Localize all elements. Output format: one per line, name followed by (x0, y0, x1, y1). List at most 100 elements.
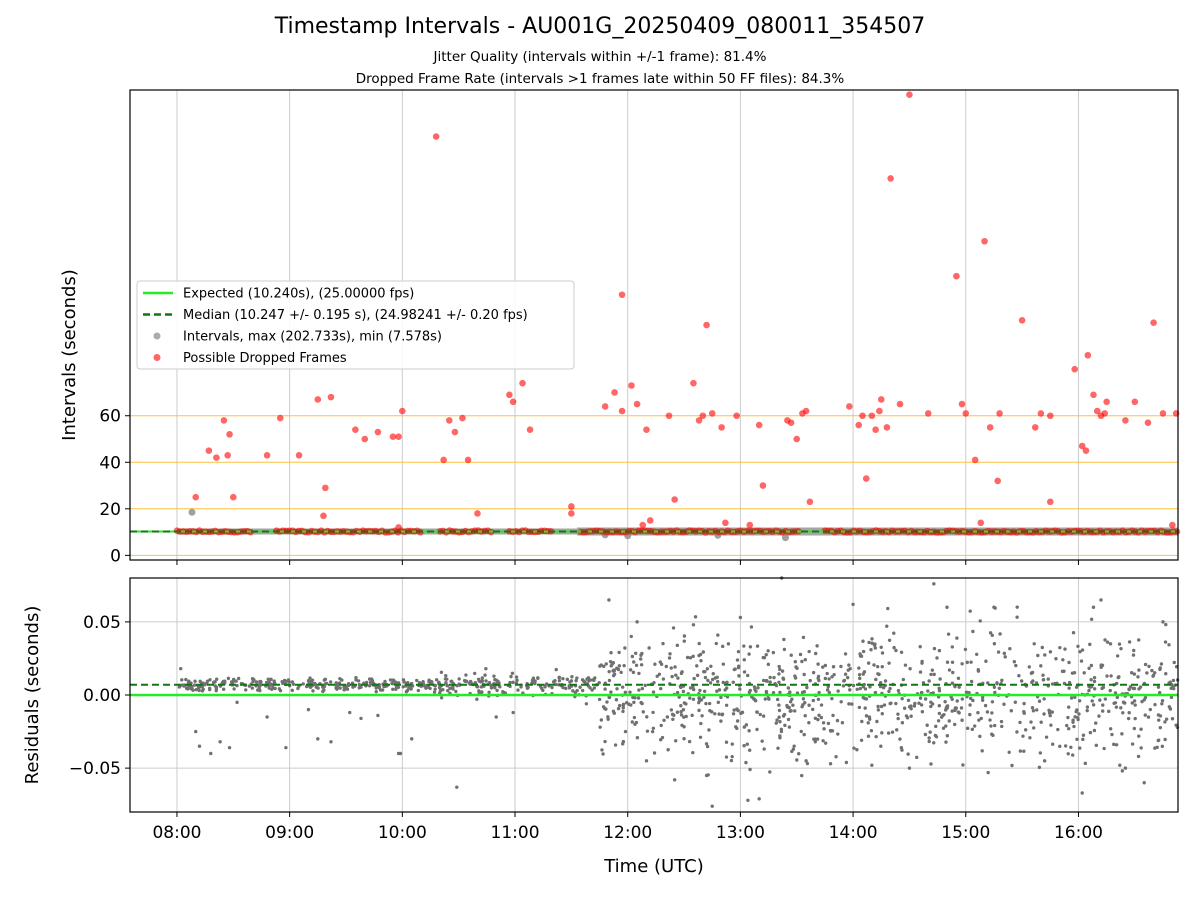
residual-point (737, 674, 741, 678)
residual-point (1000, 678, 1004, 683)
residuals-y-label: Residuals (seconds) (22, 606, 43, 785)
residual-point (514, 675, 519, 679)
residual-point (811, 707, 815, 712)
residual-point (314, 685, 319, 689)
residual-point (742, 658, 746, 662)
residual-point (915, 755, 919, 760)
residual-point (213, 680, 217, 684)
residual-point (584, 702, 589, 706)
residual-point (1112, 742, 1116, 747)
residual-point (983, 703, 988, 708)
residual-point (930, 668, 935, 672)
residual-point (667, 656, 672, 660)
residual-point (803, 658, 807, 662)
legend-dropped-swatch (153, 354, 161, 361)
intervals-y-label: Intervals (seconds) (59, 269, 80, 441)
residual-point (896, 712, 900, 716)
residual-point (1066, 715, 1070, 720)
residual-point (776, 746, 780, 750)
residual-point (807, 649, 811, 654)
residual-point (267, 686, 271, 690)
residual-point (1067, 660, 1071, 665)
residual-point (802, 732, 806, 737)
residual-point (633, 651, 638, 655)
residual-point (831, 665, 836, 669)
residual-point (698, 652, 703, 657)
residual-point (321, 689, 325, 694)
residual-point (396, 681, 401, 685)
residual-point (697, 708, 701, 713)
residual-point (693, 615, 698, 619)
dropped-frame-point (868, 412, 876, 420)
residual-point (1007, 750, 1011, 754)
residual-point (1102, 746, 1106, 751)
residual-point (1072, 724, 1076, 729)
residual-point (957, 711, 961, 715)
residual-point (902, 706, 907, 710)
residual-point (817, 713, 821, 718)
residual-point (708, 681, 713, 685)
dropped-frame-point (1037, 410, 1045, 417)
residual-point (992, 685, 997, 689)
residual-point (826, 685, 830, 689)
residual-point (1063, 744, 1068, 748)
residual-point (1087, 688, 1091, 693)
residual-point (735, 658, 740, 662)
residual-point (489, 686, 494, 690)
residual-point (635, 620, 639, 624)
residual-point (575, 676, 579, 680)
residual-point (1039, 664, 1043, 668)
residual-point (1171, 686, 1176, 691)
residual-point (671, 717, 675, 721)
residual-point (1069, 696, 1074, 700)
residual-point (1147, 664, 1151, 669)
residual-point (510, 671, 515, 675)
residual-point (691, 697, 696, 701)
intervals-y-tick-label: 20 (99, 500, 121, 520)
residual-point (889, 701, 893, 705)
residual-point (565, 677, 570, 682)
residual-point (607, 678, 612, 683)
residual-point (1088, 730, 1093, 735)
residual-point (825, 671, 829, 676)
residual-point (1028, 736, 1032, 740)
dropped-frame-point (646, 517, 654, 524)
residual-point (301, 682, 305, 686)
residual-point (680, 670, 684, 674)
residual-point (828, 728, 833, 733)
residual-point (1114, 743, 1119, 747)
residual-point (762, 747, 766, 751)
residual-point (937, 648, 942, 653)
interval-point (188, 508, 196, 516)
residual-point (1092, 728, 1097, 733)
residual-point (980, 695, 985, 700)
dropped-frame-point (322, 484, 329, 492)
residual-point (487, 690, 491, 695)
residual-point (1099, 663, 1104, 668)
residual-point (657, 672, 662, 677)
residual-point (907, 766, 912, 770)
residual-point (180, 678, 184, 682)
residual-point (926, 689, 930, 693)
dropped-frame-point (1122, 417, 1129, 424)
residual-point (508, 680, 512, 685)
residual-point (724, 681, 728, 685)
residual-point (744, 760, 748, 765)
residual-point (1094, 743, 1099, 748)
residual-point (803, 714, 807, 718)
residual-point (621, 706, 625, 710)
dropped-frame-point (787, 419, 795, 427)
residual-point (1156, 738, 1161, 742)
residual-point (1003, 655, 1007, 659)
residual-point (444, 680, 448, 685)
residual-point (201, 687, 205, 692)
residual-point (376, 713, 380, 718)
residual-point (827, 677, 831, 681)
residual-point (883, 679, 888, 683)
dropped-frame-point (722, 519, 729, 527)
residual-point (789, 653, 793, 657)
residual-point (1163, 640, 1168, 644)
residual-point (795, 758, 799, 762)
residual-point (664, 664, 668, 669)
residual-point (731, 712, 736, 716)
